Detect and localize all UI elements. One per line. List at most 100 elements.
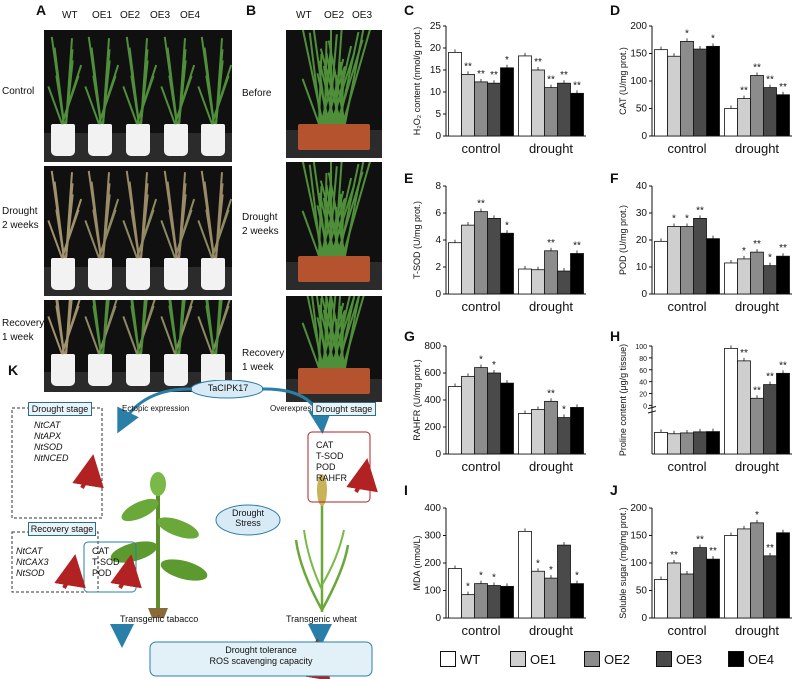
bar-E-OE2-drought <box>544 250 558 295</box>
significance-mark-I: * <box>575 571 579 582</box>
photo-a-col-oe4: OE4 <box>180 10 201 21</box>
enzyme-item: CAT <box>92 546 110 556</box>
drought-tolerance-label: Drought tolerance <box>225 645 297 655</box>
y-tick-label-J: 100 <box>630 558 647 569</box>
y-tick-label-E: 4 <box>435 235 441 246</box>
panel-label-h: H <box>610 328 621 344</box>
enzyme-item: RAHFR <box>316 473 347 483</box>
bar-H-WT-control <box>654 431 668 455</box>
bar-H-OE2-control <box>680 432 694 455</box>
enzyme-item: T-SOD <box>316 451 344 461</box>
y-tick-label-G: 200 <box>424 422 441 433</box>
y-tick-label-F: 20 <box>636 235 648 246</box>
enzyme-item: POD <box>92 568 112 578</box>
photo-a-col-oe1: OE1 <box>92 10 113 21</box>
bar-I-OE1-drought <box>531 570 545 619</box>
y-tick-label-H: 60 <box>639 368 647 375</box>
y-tick-label-C: 0 <box>435 131 441 142</box>
panel-label-f: F <box>610 170 619 186</box>
photo-b-drought <box>286 162 382 290</box>
bar-F-WT-drought <box>724 262 738 295</box>
bar-J-OE4-control <box>706 558 720 619</box>
y-tick-label-H: 0 <box>643 403 647 410</box>
significance-mark-D: ** <box>753 63 761 74</box>
y-tick-label-E: 8 <box>435 181 441 192</box>
bar-C-OE3-drought <box>557 82 571 137</box>
bar-J-OE1-control <box>667 562 681 619</box>
y-tick-label-C: 10 <box>430 87 442 98</box>
gene-item: NtNCED <box>34 453 69 463</box>
right-up-arrow-icon <box>346 458 378 493</box>
significance-mark-I: * <box>466 582 470 593</box>
bar-G-OE2-drought <box>544 400 558 455</box>
bar-G-OE4-control <box>500 382 514 455</box>
category-label-J-drought: drought <box>735 623 779 638</box>
significance-mark-E: ** <box>547 238 555 249</box>
bar-H-OE1-control <box>667 433 681 455</box>
legend-oe1: OE1 <box>510 651 556 667</box>
arrow-ectopic <box>117 387 193 434</box>
significance-mark-H: ** <box>740 348 748 359</box>
enzyme-item: CAT <box>316 440 334 450</box>
recovery-stage-title: Recovery stage <box>28 522 96 536</box>
bar-I-WT-control <box>448 568 462 619</box>
bar-F-OE3-drought <box>763 265 777 295</box>
significance-mark-G: * <box>492 360 496 371</box>
significance-mark-H: ** <box>779 360 787 371</box>
tobacco-plant-icon <box>110 472 208 618</box>
bar-F-OE4-drought <box>776 255 790 295</box>
bar-E-OE1-control <box>461 224 475 295</box>
y-axis-label-D: CAT (U/mg prot.) <box>618 47 628 115</box>
bar-F-OE3-control <box>693 217 707 295</box>
bar-I-OE2-drought <box>544 577 558 619</box>
category-label-I-control: control <box>461 623 500 638</box>
category-label-H-control: control <box>667 459 706 474</box>
y-tick-label-C: 15 <box>430 65 442 76</box>
y-tick-label-I: 300 <box>424 531 441 542</box>
bar-J-WT-control <box>654 579 668 619</box>
photo-a-col-oe3: OE3 <box>150 10 171 21</box>
legend-label-oe2: OE2 <box>604 651 631 667</box>
significance-mark-C: ** <box>490 70 498 81</box>
legend-oe4: OE4 <box>728 651 774 667</box>
bar-F-OE2-drought <box>750 251 764 295</box>
significance-mark-E: ** <box>477 199 485 210</box>
bar-I-WT-drought <box>518 530 532 619</box>
y-tick-label-J: 0 <box>641 613 647 624</box>
y-tick-label-F: 10 <box>636 262 648 273</box>
y-tick-label-I: 100 <box>424 586 441 597</box>
y-tick-label-H: 100 <box>635 344 647 351</box>
bar-D-OE1-drought <box>737 98 751 137</box>
legend-label-wt: WT <box>460 651 481 667</box>
bar-D-WT-drought <box>724 108 738 137</box>
recovery-enzyme-list: CAT T-SOD POD <box>92 546 120 579</box>
bar-H-OE3-drought <box>763 384 777 455</box>
bar-J-OE4-drought <box>776 532 790 619</box>
significance-mark-F: * <box>742 246 746 257</box>
left-drought-stage-title: Drought stage <box>28 402 92 416</box>
photo-a-recovery <box>44 300 232 392</box>
y-tick-label-C: 5 <box>435 109 441 120</box>
y-tick-label-I: 400 <box>424 503 441 514</box>
gene-item: NtSOD <box>16 568 45 578</box>
bar-I-OE3-drought <box>557 544 571 619</box>
bar-G-OE3-control <box>487 372 501 455</box>
y-tick-label-G: 600 <box>424 368 441 379</box>
drought-label: Drought <box>231 508 265 518</box>
gene-item: NtCAT <box>16 546 43 556</box>
significance-mark-I: * <box>536 558 540 569</box>
significance-mark-C: ** <box>560 70 568 81</box>
bar-E-OE1-drought <box>531 269 545 295</box>
diagram-k-graphics <box>11 380 378 679</box>
bar-J-WT-drought <box>724 535 738 619</box>
bar-G-OE1-control <box>461 375 475 455</box>
significance-mark-J: ** <box>709 546 717 557</box>
y-axis-label-F: POD (U/mg prot.) <box>618 205 628 275</box>
bar-C-OE1-control <box>461 74 475 137</box>
recovery-list: NtCAT NtCAX3 NtSOD <box>16 546 49 579</box>
bar-F-OE1-drought <box>737 258 751 295</box>
bar-G-OE1-drought <box>531 409 545 455</box>
y-tick-label-J: 200 <box>630 503 647 514</box>
significance-mark-D: * <box>685 28 689 39</box>
y-tick-label-G: 800 <box>424 341 441 352</box>
